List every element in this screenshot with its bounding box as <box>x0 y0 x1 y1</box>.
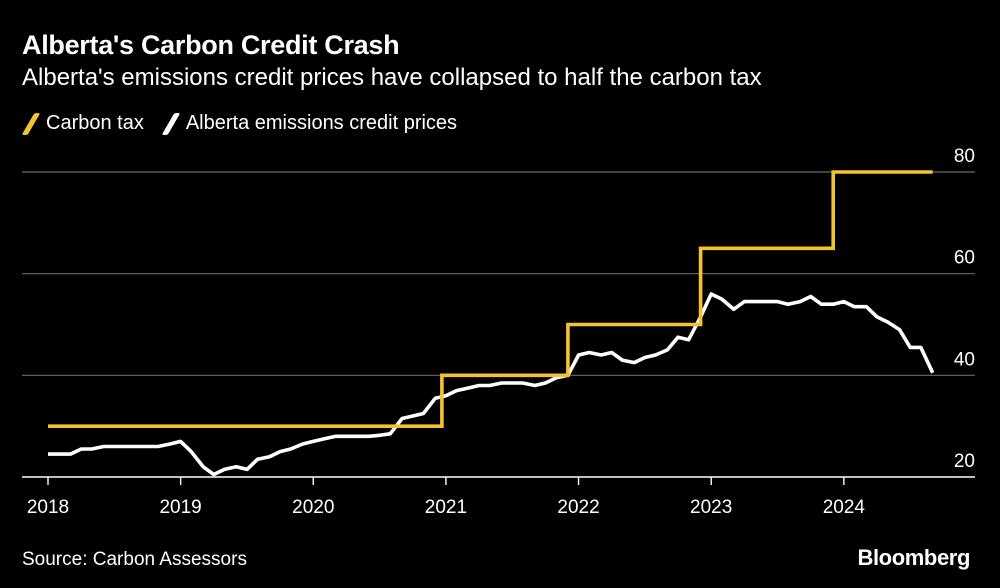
x-tick-label-2020: 2020 <box>292 497 334 518</box>
brand-logo: Bloomberg <box>857 545 970 570</box>
y-tick-label-60: 60 <box>954 248 975 269</box>
y-tick-label-80: 80 <box>954 146 975 167</box>
legend-label-credit-prices: Alberta emissions credit prices <box>185 112 458 134</box>
legend-item-carbon-tax: Carbon tax <box>21 112 144 135</box>
chart-title: Alberta's Carbon Credit Crash <box>22 30 400 60</box>
chart-legend: Carbon tax Alberta emissions credit pric… <box>21 112 475 135</box>
x-tick-label-2022: 2022 <box>557 497 599 518</box>
x-tick-label-2018: 2018 <box>27 497 69 518</box>
series-line-credit-prices <box>48 292 935 477</box>
x-tick-label-2023: 2023 <box>690 497 732 518</box>
x-tick-label-2019: 2019 <box>159 497 201 518</box>
x-tick-label-2021: 2021 <box>425 497 467 518</box>
chart-subtitle: Alberta's emissions credit prices have c… <box>22 64 762 91</box>
y-tick-label-20: 20 <box>954 451 975 472</box>
source-note: Source: Carbon Assessors <box>22 549 247 570</box>
legend-label-carbon-tax: Carbon tax <box>46 112 144 134</box>
legend-item-credit-prices: Alberta emissions credit prices <box>161 112 458 135</box>
y-tick-label-40: 40 <box>954 349 975 370</box>
x-tick-label-2024: 2024 <box>823 497 866 518</box>
series-line-carbon-tax <box>48 170 933 428</box>
